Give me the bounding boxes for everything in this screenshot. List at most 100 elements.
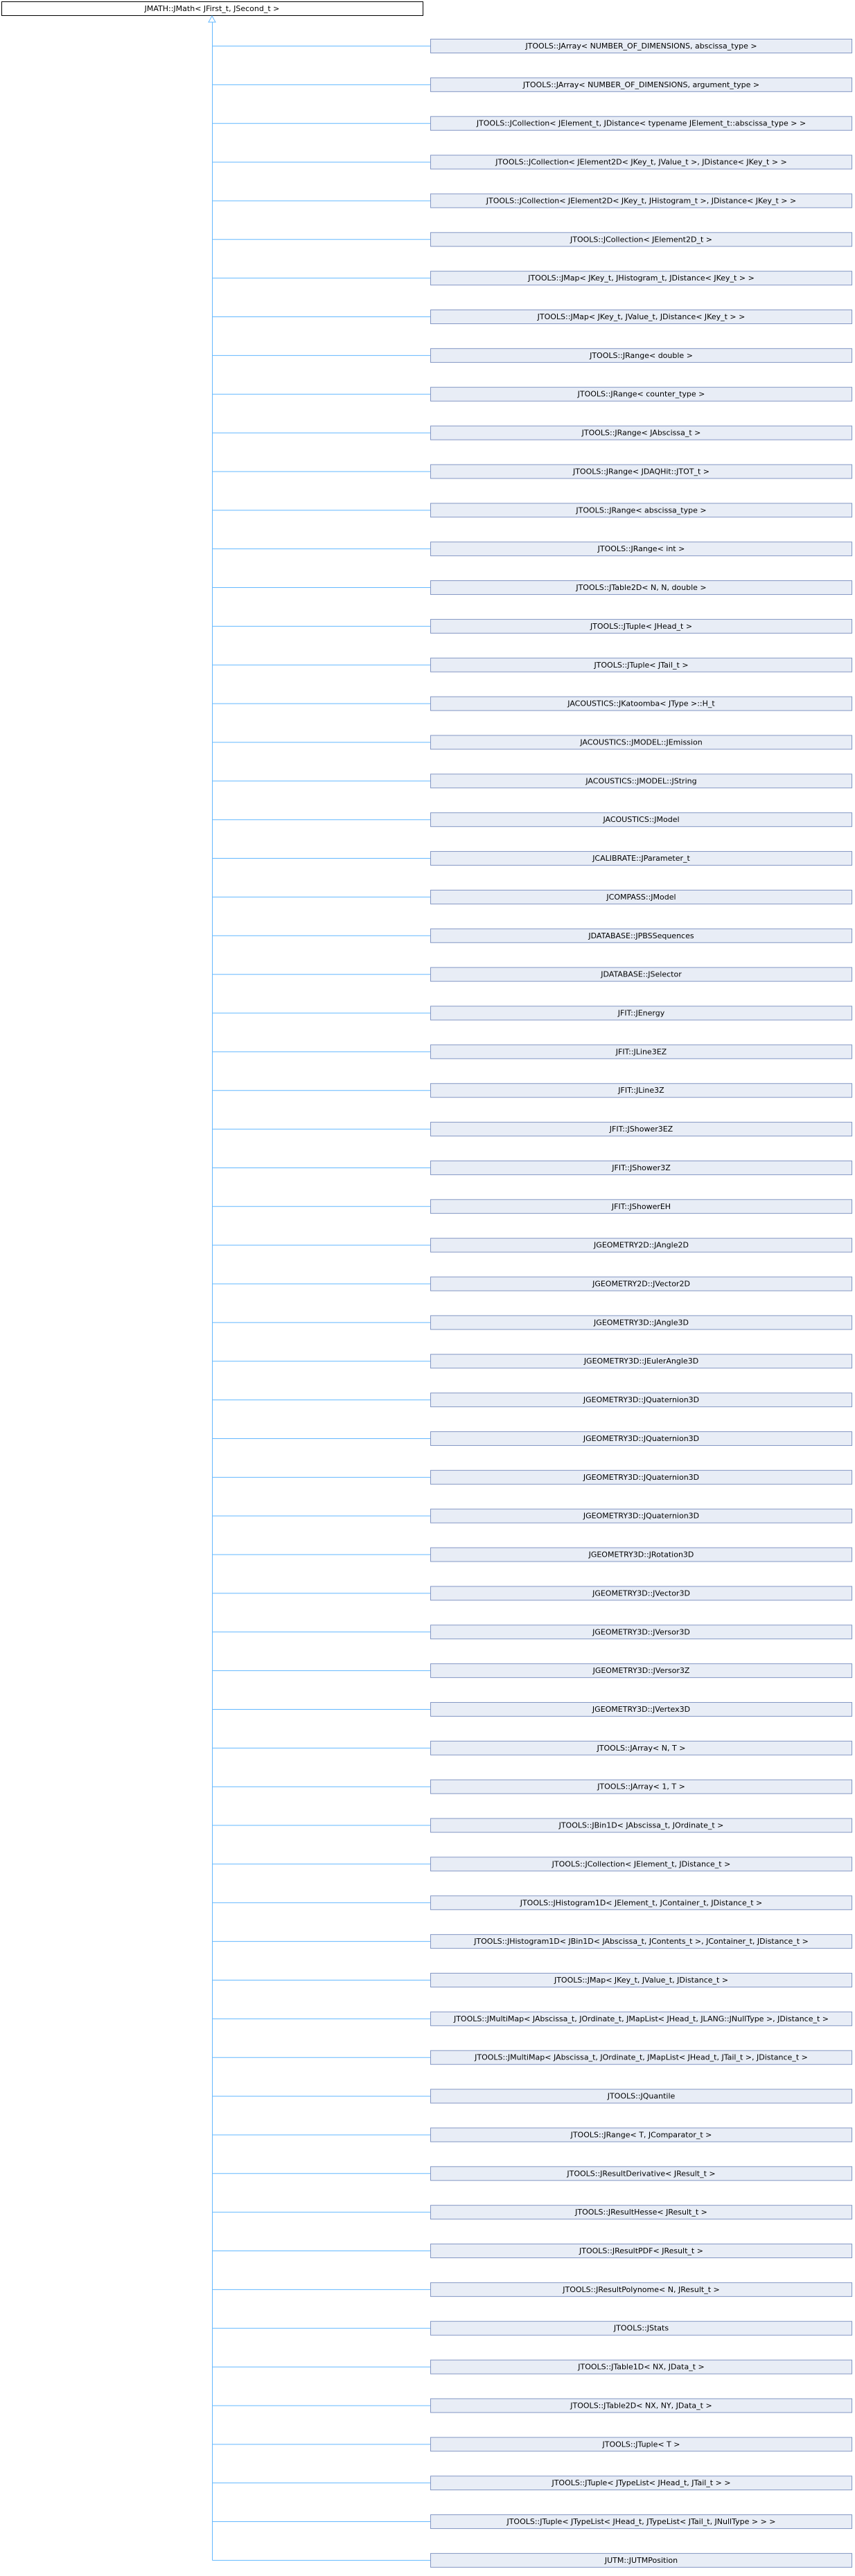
- child-node-box[interactable]: [430, 1005, 852, 1021]
- child-node-label[interactable]: JTOOLS::JMap< JKey_t, JValue_t, JDistanc…: [537, 312, 746, 321]
- child-node-label[interactable]: JFIT::JLine3Z: [617, 1086, 664, 1095]
- child-node-box[interactable]: [430, 386, 852, 402]
- child-node-label[interactable]: JTOOLS::JRange< JDAQHit::JTOT_t >: [572, 467, 709, 476]
- child-node-label[interactable]: JTOOLS::JMap< JKey_t, JValue_t, JDistanc…: [554, 1976, 728, 1985]
- child-node-label[interactable]: JGEOMETRY3D::JQuaternion3D: [583, 1434, 699, 1443]
- child-node-label[interactable]: JTOOLS::JCollection< JElement2D_t >: [570, 235, 712, 244]
- child-node-label[interactable]: JTOOLS::JArray< NUMBER_OF_DIMENSIONS, ab…: [525, 42, 757, 51]
- child-node-box[interactable]: [430, 1083, 852, 1098]
- child-node-label[interactable]: JGEOMETRY3D::JVector3D: [592, 1589, 690, 1598]
- child-node-box[interactable]: [430, 1701, 852, 1717]
- child-node-box[interactable]: [430, 2127, 852, 2143]
- child-node-box[interactable]: [430, 2205, 852, 2220]
- child-node-label[interactable]: JGEOMETRY2D::JVector2D: [592, 1280, 690, 1289]
- child-node-box[interactable]: [430, 851, 852, 866]
- child-node-label[interactable]: JGEOMETRY3D::JVersor3D: [592, 1627, 690, 1636]
- child-node-label[interactable]: JTOOLS::JCollection< JElement2D< JKey_t,…: [486, 196, 796, 205]
- child-node-box[interactable]: [430, 1199, 852, 1214]
- child-node-box[interactable]: [430, 39, 852, 53]
- child-node-box[interactable]: [430, 1818, 852, 1833]
- child-node-box[interactable]: [430, 1276, 852, 1291]
- child-node-box[interactable]: [430, 1431, 852, 1446]
- child-node-label[interactable]: JTOOLS::JTuple< JTypeList< JHead_t, JTai…: [551, 2478, 730, 2487]
- child-node-label[interactable]: JTOOLS::JQuantile: [607, 2092, 676, 2101]
- child-node-label[interactable]: JTOOLS::JArray< 1, T >: [597, 1782, 685, 1791]
- child-node-box[interactable]: [430, 464, 852, 479]
- child-node-box[interactable]: [430, 542, 852, 557]
- child-node-label[interactable]: JTOOLS::JArray< NUMBER_OF_DIMENSIONS, ar…: [522, 80, 759, 89]
- child-node-label[interactable]: JTOOLS::JTuple< JTail_t >: [593, 661, 688, 670]
- child-node-label[interactable]: JACOUSTICS::JModel: [602, 815, 679, 824]
- child-node-label[interactable]: JGEOMETRY3D::JQuaternion3D: [583, 1395, 699, 1404]
- child-node-label[interactable]: JGEOMETRY3D::JEulerAngle3D: [583, 1357, 698, 1366]
- child-node-label[interactable]: JTOOLS::JRange< T, JComparator_t >: [570, 2130, 712, 2139]
- child-node-label[interactable]: JTOOLS::JRange< abscissa_type >: [575, 506, 706, 515]
- child-node-label[interactable]: JTOOLS::JHistogram1D< JElement_t, JConta…: [520, 1898, 763, 1907]
- child-node-label[interactable]: JFIT::JShower3Z: [611, 1163, 671, 1172]
- child-node-label[interactable]: JTOOLS::JCollection< JElement_t, JDistan…: [476, 119, 806, 128]
- child-node-box[interactable]: [430, 2244, 852, 2259]
- child-node-label[interactable]: JGEOMETRY3D::JQuaternion3D: [583, 1473, 699, 1482]
- child-node-label[interactable]: JCOMPASS::JModel: [606, 893, 676, 902]
- child-node-label[interactable]: JTOOLS::JResultHesse< JResult_t >: [574, 2208, 707, 2217]
- child-node-box[interactable]: [430, 2359, 852, 2374]
- child-node-box[interactable]: [430, 1354, 852, 1369]
- child-node-label[interactable]: JDATABASE::JSelector: [600, 970, 682, 979]
- child-node-box[interactable]: [430, 1393, 852, 1408]
- child-node-label[interactable]: JTOOLS::JResultPDF< JResult_t >: [579, 2246, 703, 2255]
- child-node-label[interactable]: JGEOMETRY3D::JRotation3D: [588, 1550, 694, 1559]
- child-node-box[interactable]: [430, 2320, 852, 2336]
- child-node-label[interactable]: JTOOLS::JTuple< JHead_t >: [590, 622, 692, 631]
- child-node-label[interactable]: JTOOLS::JResultPolynome< N, JResult_t >: [562, 2285, 719, 2294]
- child-node-box[interactable]: [430, 2282, 852, 2297]
- child-node-label[interactable]: JFIT::JEnergy: [617, 1009, 665, 1018]
- child-node-box[interactable]: [430, 1122, 852, 1137]
- child-node-label[interactable]: JACOUSTICS::JMODEL::JEmission: [579, 737, 702, 746]
- child-node-box[interactable]: [430, 2437, 852, 2452]
- child-node-box[interactable]: [430, 503, 852, 518]
- child-node-label[interactable]: JTOOLS::JMap< JKey_t, JHistogram_t, JDis…: [527, 274, 755, 283]
- child-node-label[interactable]: JTOOLS::JRange< JAbscissa_t >: [581, 429, 701, 438]
- child-node-label[interactable]: JTOOLS::JCollection< JElement_t, JDistan…: [552, 1859, 731, 1868]
- child-node-label[interactable]: JTOOLS::JTuple< T >: [601, 2440, 680, 2449]
- child-node-box[interactable]: [430, 77, 852, 92]
- child-node-label[interactable]: JGEOMETRY3D::JVersor3Z: [592, 1666, 690, 1675]
- child-node-label[interactable]: JTOOLS::JRange< double >: [589, 351, 693, 360]
- child-node-box[interactable]: [430, 1779, 852, 1794]
- child-node-label[interactable]: JTOOLS::JMultiMap< JAbscissa_t, JOrdinat…: [474, 2053, 808, 2062]
- child-node-box[interactable]: [430, 1934, 852, 1949]
- child-node-box[interactable]: [430, 154, 852, 170]
- child-node-label[interactable]: JTOOLS::JArray< N, T >: [597, 1744, 686, 1753]
- child-node-box[interactable]: [430, 2552, 852, 2568]
- child-node-box[interactable]: [430, 425, 852, 440]
- child-node-box[interactable]: [430, 773, 852, 789]
- child-node-box[interactable]: [430, 2476, 852, 2491]
- child-node-label[interactable]: JTOOLS::JTable1D< NX, JData_t >: [577, 2363, 704, 2372]
- child-node-box[interactable]: [430, 1469, 852, 1485]
- child-node-box[interactable]: [430, 2166, 852, 2181]
- child-node-box[interactable]: [430, 889, 852, 904]
- child-node-box[interactable]: [430, 696, 852, 711]
- child-node-label[interactable]: JGEOMETRY3D::JAngle3D: [593, 1318, 689, 1327]
- child-node-label[interactable]: JTOOLS::JHistogram1D< JBin1D< JAbscissa_…: [473, 1937, 809, 1946]
- child-node-box[interactable]: [430, 1857, 852, 1872]
- child-node-box[interactable]: [430, 967, 852, 982]
- child-node-label[interactable]: JTOOLS::JMultiMap< JAbscissa_t, JOrdinat…: [453, 2014, 829, 2023]
- child-node-label[interactable]: JUTM::JUTMPosition: [604, 2556, 678, 2565]
- child-node-box[interactable]: [430, 1044, 852, 1059]
- root-node-label[interactable]: JMATH::JMath< JFirst_t, JSecond_t >: [144, 4, 280, 13]
- child-node-label[interactable]: JTOOLS::JTuple< JTypeList< JHead_t, JTyp…: [506, 2517, 775, 2526]
- child-node-label[interactable]: JFIT::JLine3EZ: [615, 1047, 667, 1056]
- child-node-box[interactable]: [430, 1663, 852, 1679]
- child-node-box[interactable]: [430, 1625, 852, 1640]
- child-node-label[interactable]: JDATABASE::JPBSSequences: [588, 931, 694, 940]
- child-node-box[interactable]: [430, 1973, 852, 1987]
- child-node-label[interactable]: JACOUSTICS::JMODEL::JString: [585, 776, 696, 785]
- child-node-box[interactable]: [430, 2398, 852, 2413]
- child-node-box[interactable]: [430, 1160, 852, 1175]
- child-node-box[interactable]: [430, 580, 852, 596]
- child-node-box[interactable]: [430, 735, 852, 750]
- root-node-box[interactable]: [1, 1, 423, 16]
- child-node-box[interactable]: [430, 1315, 852, 1330]
- child-node-label[interactable]: JACOUSTICS::JKatoomba< JType >::H_t: [567, 699, 715, 708]
